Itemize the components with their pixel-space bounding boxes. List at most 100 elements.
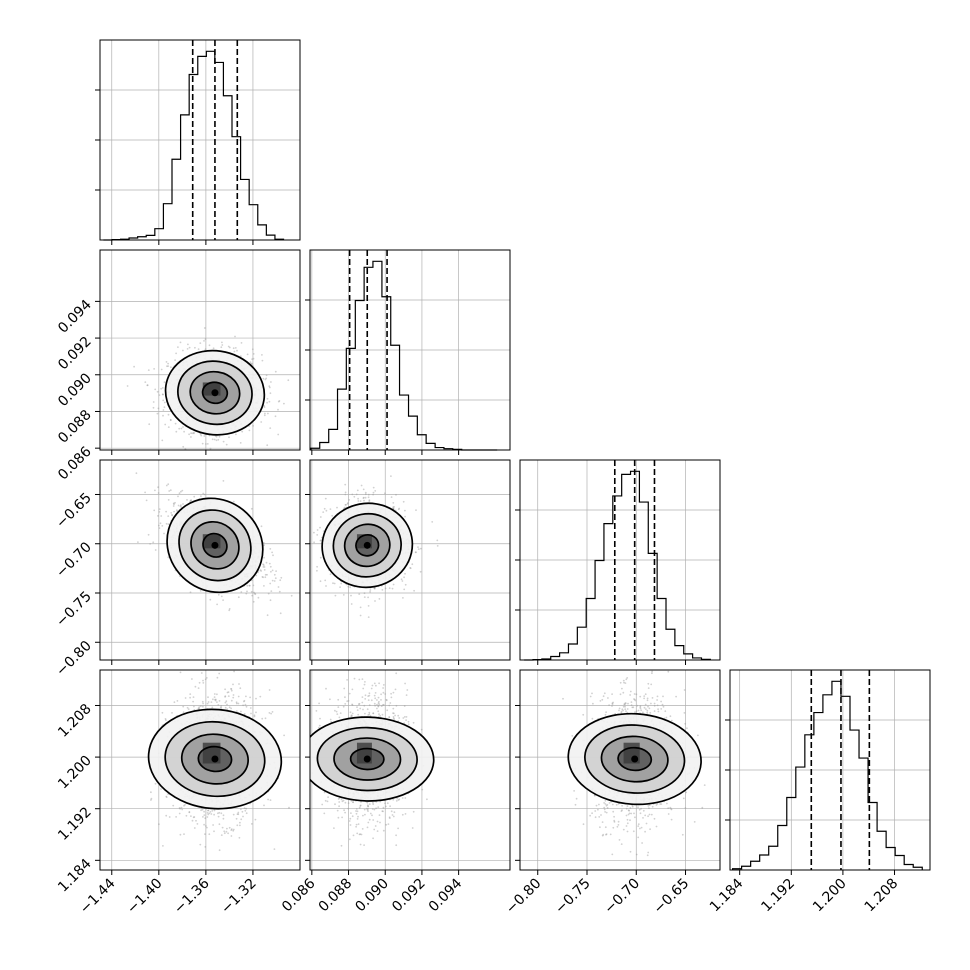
scatter-point xyxy=(221,344,224,346)
histogram-panel-p2 xyxy=(515,459,721,665)
scatter-point xyxy=(245,695,247,698)
scatter-point xyxy=(290,594,293,597)
scatter-point xyxy=(165,795,168,798)
scatter-point xyxy=(227,691,230,693)
contour-line xyxy=(201,381,229,405)
scatter-point xyxy=(169,489,172,492)
scatter-point xyxy=(169,419,172,422)
scatter-point xyxy=(200,434,203,437)
scatter-point xyxy=(403,588,406,591)
scatter-point xyxy=(152,541,155,544)
scatter-point xyxy=(252,353,255,355)
contour-line xyxy=(180,733,249,785)
scatter-point xyxy=(126,385,129,387)
scatter-point xyxy=(163,406,166,409)
y-tick-label: 1.192 xyxy=(55,804,95,844)
scatter-point xyxy=(262,566,265,568)
grid xyxy=(100,40,300,240)
scatter-point xyxy=(163,532,165,535)
scatter-point xyxy=(186,499,188,501)
scatter-point xyxy=(263,406,266,408)
scatter-point xyxy=(268,386,271,389)
scatter-point xyxy=(283,734,285,737)
scatter-point xyxy=(133,365,136,368)
scatter-point xyxy=(181,808,184,811)
scatter-point xyxy=(165,796,168,798)
scatter-point xyxy=(228,706,231,709)
scatter-point xyxy=(212,698,214,701)
scatter-point xyxy=(157,407,160,410)
scatter-point xyxy=(267,412,269,415)
scatter-point xyxy=(144,491,147,494)
scatter-point xyxy=(325,585,327,587)
scatter-point xyxy=(160,387,163,390)
scatter-point xyxy=(248,429,251,432)
scatter-point xyxy=(162,414,164,417)
scatter-point xyxy=(178,492,181,495)
scatter-point xyxy=(249,696,252,699)
scatter-point xyxy=(204,678,207,681)
scatter-point xyxy=(198,706,201,709)
scatter-point xyxy=(262,377,265,380)
scatter-point xyxy=(232,828,235,831)
scatter-point xyxy=(218,823,221,826)
scatter-point xyxy=(216,676,219,679)
panel-content xyxy=(135,472,293,617)
scatter-point xyxy=(184,803,186,806)
scatter-point xyxy=(250,590,253,593)
scatter-frame xyxy=(99,249,301,451)
scatter-point xyxy=(215,698,217,701)
scatter-point xyxy=(171,712,173,714)
scatter-point xyxy=(259,569,262,571)
scatter-point xyxy=(202,705,204,708)
scatter-point xyxy=(264,576,267,579)
scatter-point xyxy=(209,811,212,813)
scatter-point xyxy=(216,603,219,606)
scatter-frame xyxy=(99,459,301,661)
scatter-point xyxy=(246,353,249,356)
scatter-point xyxy=(261,354,263,356)
scatter-point xyxy=(381,589,384,591)
scatter-point xyxy=(200,809,203,812)
scatter-point xyxy=(393,506,395,508)
scatter-point xyxy=(336,506,338,509)
scatter-point xyxy=(160,515,163,517)
scatter-point xyxy=(233,670,236,673)
scatter-point xyxy=(268,712,271,714)
scatter-point xyxy=(239,687,242,690)
scatter-point xyxy=(344,483,347,486)
scatter-point xyxy=(319,580,322,583)
scatter-point xyxy=(215,435,218,438)
scatter-point xyxy=(278,400,281,402)
scatter-point xyxy=(222,814,225,817)
scatter-point xyxy=(265,374,268,377)
scatter-point xyxy=(190,432,193,435)
scatter-point xyxy=(186,348,189,350)
scatter-point xyxy=(193,705,195,708)
scatter-point xyxy=(183,430,186,433)
scatter-point xyxy=(147,533,150,536)
scatter-point xyxy=(189,499,192,502)
scatter-point xyxy=(230,829,233,831)
scatter-point xyxy=(420,547,422,550)
scatter-point xyxy=(177,495,179,498)
scatter-point xyxy=(223,830,226,833)
scatter-point xyxy=(199,342,202,344)
scatter-point xyxy=(182,503,184,505)
scatter-point xyxy=(224,688,227,691)
histogram-step xyxy=(103,50,285,241)
scatter-point xyxy=(219,706,222,709)
scatter-point xyxy=(319,526,321,529)
scatter-point xyxy=(154,782,157,785)
scatter-point xyxy=(269,548,272,550)
scatter-point xyxy=(218,849,221,852)
scatter-point xyxy=(220,595,223,598)
scatter-point xyxy=(188,346,191,349)
scatter-point xyxy=(404,583,407,586)
contour-line xyxy=(166,497,264,594)
y-tick-label: 1.200 xyxy=(55,753,95,793)
scatter-point xyxy=(200,672,203,674)
scatter-point xyxy=(167,362,170,365)
scatter-point xyxy=(203,810,206,813)
